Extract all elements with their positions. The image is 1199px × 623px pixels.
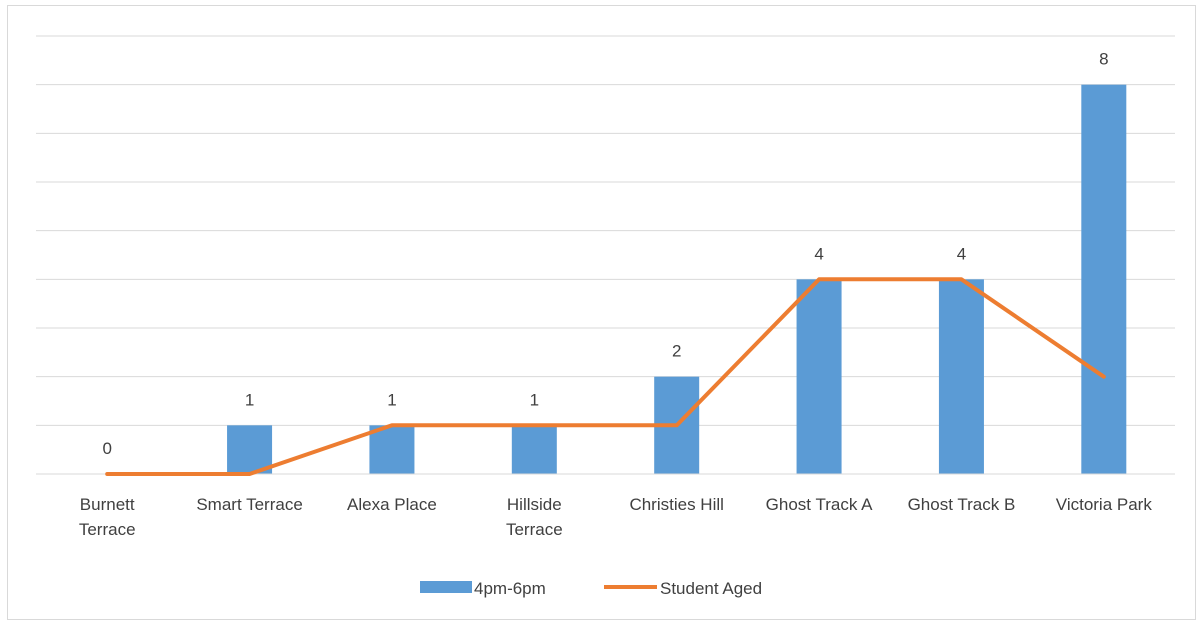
bar-data-label: 4 bbox=[814, 244, 823, 263]
x-tick-label: Terrace bbox=[79, 520, 136, 539]
bar bbox=[1081, 84, 1127, 475]
bar-data-label: 2 bbox=[672, 342, 681, 361]
legend-swatch-4pm-6pm bbox=[420, 581, 472, 593]
bar-data-label: 0 bbox=[102, 439, 111, 458]
line-series-student-aged bbox=[105, 277, 1106, 476]
x-tick-label: Burnett bbox=[80, 495, 135, 514]
bar-data-label: 4 bbox=[957, 244, 966, 263]
legend-label-4pm-6pm: 4pm-6pm bbox=[474, 579, 546, 598]
bar bbox=[938, 279, 984, 474]
bar-data-label: 1 bbox=[245, 390, 254, 409]
x-tick-label: Victoria Park bbox=[1056, 495, 1153, 514]
bar bbox=[511, 425, 557, 474]
x-tick-label: Smart Terrace bbox=[196, 495, 302, 514]
x-tick-label: Christies Hill bbox=[629, 495, 723, 514]
chart-frame bbox=[7, 5, 1196, 620]
x-tick-label: Terrace bbox=[506, 520, 563, 539]
x-tick-label: Alexa Place bbox=[347, 495, 437, 514]
legend-label-student-aged: Student Aged bbox=[660, 579, 762, 598]
x-tick-label: Hillside bbox=[507, 495, 562, 514]
bar bbox=[796, 279, 842, 474]
bar bbox=[369, 425, 415, 474]
bar-data-label: 1 bbox=[387, 390, 396, 409]
bar-data-label: 1 bbox=[530, 390, 539, 409]
bar-data-label: 8 bbox=[1099, 50, 1108, 69]
bar bbox=[227, 425, 273, 474]
x-tick-label: Ghost Track B bbox=[908, 495, 1016, 514]
x-tick-label: Ghost Track A bbox=[766, 495, 873, 514]
